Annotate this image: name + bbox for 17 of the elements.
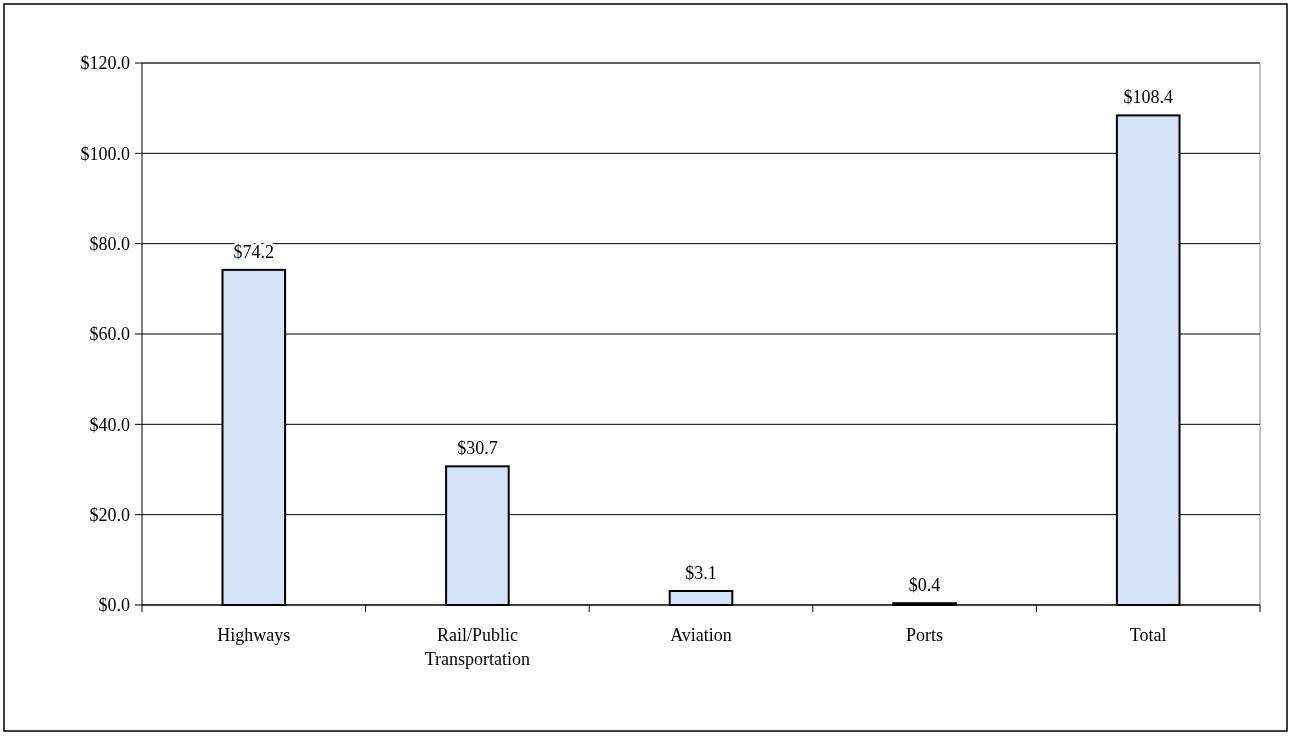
data-label: $74.2 bbox=[233, 241, 275, 262]
y-tick-label: $40.0 bbox=[89, 414, 130, 435]
x-tick-label: Total bbox=[1129, 625, 1167, 645]
y-tick-label: $120.0 bbox=[80, 53, 130, 74]
x-tick-label: Rail/Public Transportation bbox=[424, 625, 531, 669]
data-label: $0.4 bbox=[908, 575, 941, 596]
y-tick-label: $60.0 bbox=[89, 324, 130, 345]
data-label: $108.4 bbox=[1123, 87, 1173, 108]
x-tick-label: Ports bbox=[906, 625, 944, 645]
data-label: $3.1 bbox=[685, 563, 717, 583]
x-tick-label: Aviation bbox=[670, 625, 732, 645]
y-tick-label: $0.0 bbox=[98, 595, 130, 616]
y-tick-label: $20.0 bbox=[89, 504, 130, 525]
y-tick-label: $100.0 bbox=[80, 143, 130, 164]
data-label: $30.7 bbox=[457, 438, 498, 459]
x-tick-label: Highways bbox=[217, 625, 291, 645]
y-tick-label: $80.0 bbox=[89, 233, 130, 254]
